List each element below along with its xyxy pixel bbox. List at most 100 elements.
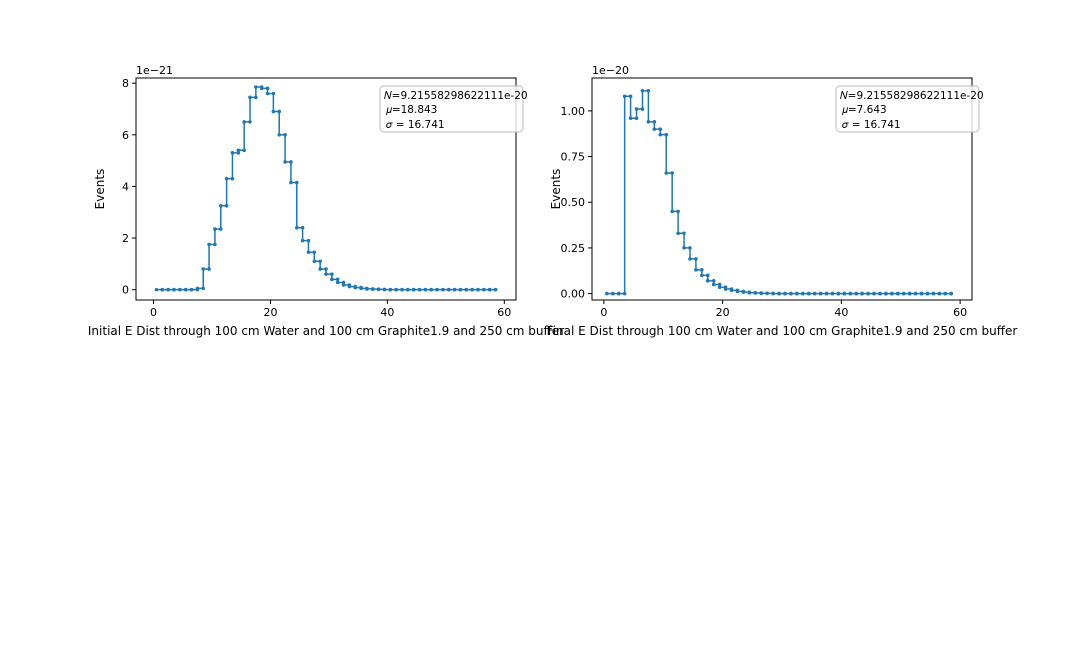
data-point (872, 291, 876, 296)
data-point (723, 287, 728, 291)
data-point (324, 272, 328, 276)
data-point (628, 94, 633, 99)
data-point (487, 287, 492, 292)
data-point (242, 120, 246, 124)
offset-text: 1e−21 (136, 64, 173, 77)
data-point (230, 151, 235, 155)
legend-mu: 𝜇=7.643 (842, 104, 887, 116)
stats-legend: 𝑁=9.21558298622111e-20 𝜇=7.643 𝜎 = 16.741 (835, 85, 984, 133)
x-axis-label: Final E Dist through 100 cm Water and 10… (547, 324, 1018, 338)
chart-2: 0 20 40 60 0.00 0.25 0.50 0.75 1.00 1e−20 Events Fi… (547, 64, 1018, 338)
data-point (622, 291, 627, 296)
data-point (812, 291, 817, 296)
data-point (830, 291, 835, 296)
data-point (470, 287, 474, 292)
plot-frame (135, 77, 517, 301)
x-tick-label: 20 (716, 306, 730, 319)
data-point (610, 291, 615, 296)
data-point (300, 225, 305, 230)
data-point (824, 291, 829, 296)
data-point (634, 107, 639, 111)
data-point (640, 88, 645, 93)
y-tick-label: 4 (122, 180, 129, 193)
data-point (306, 250, 311, 255)
data-point (925, 291, 930, 296)
data-point (836, 291, 841, 296)
data-point (493, 287, 498, 292)
data-point (765, 291, 769, 296)
data-point (628, 116, 633, 120)
data-point (312, 250, 317, 255)
data-point (854, 291, 859, 296)
y-tick-label: 0.25 (561, 242, 586, 255)
data-point (248, 95, 252, 100)
data-point (605, 291, 609, 296)
data-point (265, 91, 270, 96)
data-point (294, 180, 299, 185)
data-point (406, 287, 410, 292)
y-tick-label: 0.50 (561, 196, 586, 209)
data-point (411, 287, 416, 292)
chart-1: 0 20 40 60 0 2 4 6 8 1e−21 Events Initial E Dist th… (88, 64, 564, 338)
data-point (289, 160, 293, 164)
data-point (178, 287, 182, 292)
data-point (189, 287, 194, 292)
data-point (218, 227, 223, 231)
data-point (634, 116, 639, 120)
data-point (224, 203, 229, 208)
data-point (747, 290, 752, 295)
data-point (446, 287, 451, 292)
legend-n: 𝑁=9.21558298622111e-20 (384, 90, 528, 102)
data-point (452, 287, 457, 292)
data-point (931, 291, 936, 296)
data-point (248, 120, 252, 124)
data-point (705, 279, 710, 283)
data-point (183, 287, 188, 292)
data-point (376, 287, 381, 292)
data-point (688, 257, 692, 261)
data-point (394, 287, 398, 292)
data-point (242, 148, 246, 153)
data-point (694, 268, 698, 272)
data-point (646, 120, 651, 124)
data-point (382, 287, 387, 292)
data-point (652, 127, 657, 131)
legend-n: 𝑁=9.21558298622111e-20 (840, 90, 984, 102)
y-axis-label: Events (549, 169, 563, 210)
y-tick-label: 1.00 (561, 105, 586, 118)
data-point (913, 291, 918, 296)
y-tick-label: 0.00 (561, 288, 586, 301)
x-axis-label: Initial E Dist through 100 cm Water and … (88, 324, 564, 338)
data-point (259, 86, 264, 91)
data-point (330, 277, 334, 282)
data-point (616, 291, 621, 296)
data-point (670, 171, 674, 175)
data-point (341, 280, 346, 285)
x-tick-label: 40 (834, 306, 848, 319)
data-point (800, 291, 805, 296)
data-point (895, 291, 900, 296)
y-tick-label: 2 (122, 232, 129, 245)
data-point (283, 160, 287, 164)
data-point (741, 290, 746, 294)
data-point (646, 88, 651, 93)
data-point (949, 291, 954, 296)
data-point (271, 91, 276, 96)
data-point (664, 171, 669, 175)
data-point (848, 291, 853, 296)
data-point (318, 267, 322, 271)
data-point (306, 238, 311, 243)
data-point (218, 203, 223, 208)
data-point (658, 127, 663, 131)
data-point (664, 132, 669, 137)
data-point (166, 287, 170, 292)
data-point (789, 291, 793, 296)
data-point (213, 242, 217, 247)
data-point (283, 132, 287, 137)
data-point (795, 291, 799, 296)
data-point (622, 94, 627, 99)
data-point (688, 246, 692, 250)
data-point (806, 291, 811, 296)
x-tick-label: 20 (263, 306, 277, 319)
data-point (435, 287, 439, 292)
